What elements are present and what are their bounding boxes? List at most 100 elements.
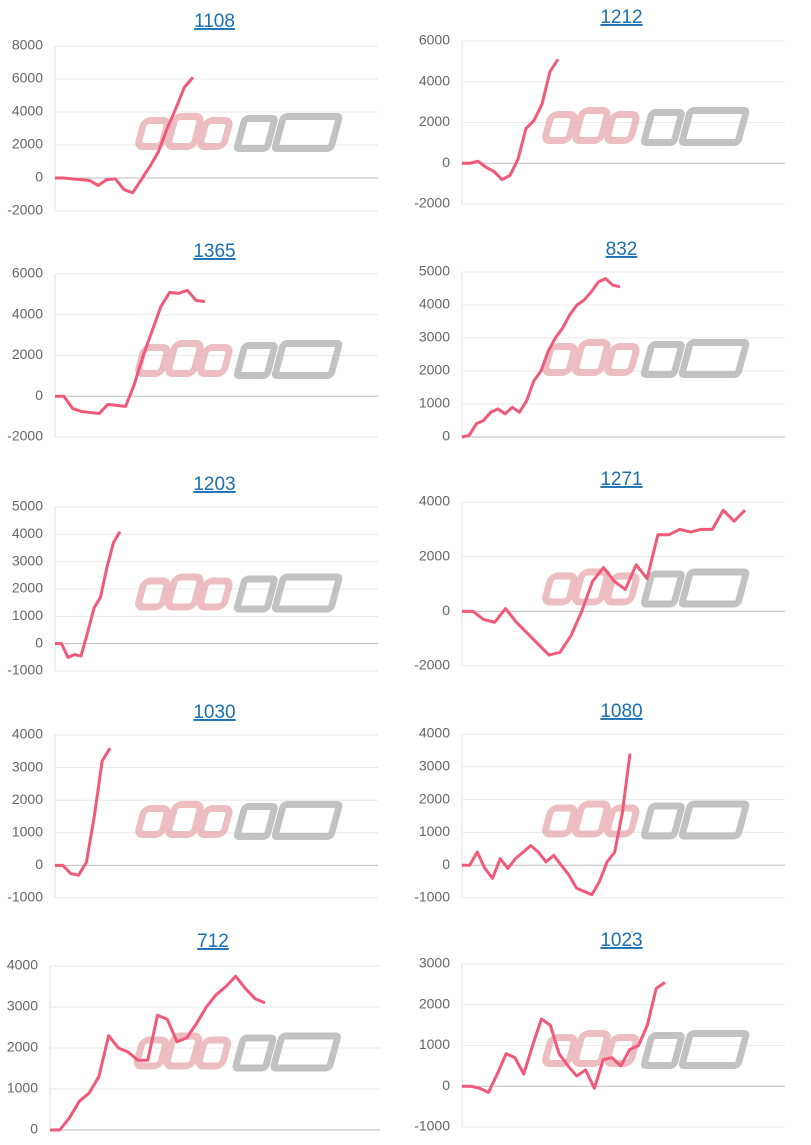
chart-title[interactable]: 1212 <box>600 7 642 28</box>
watermark-shape <box>197 344 233 377</box>
y-tick-label: -2000 <box>414 195 450 211</box>
watermark-shape <box>604 572 640 606</box>
y-tick-label: 3000 <box>12 758 43 774</box>
y-tick-label: -1000 <box>414 889 450 905</box>
y-tick-label: -2000 <box>7 202 43 218</box>
y-tick-label: -1000 <box>414 1118 450 1134</box>
chart-panel: 1203 -1000 0 1000 2000 3000 4000 5000 <box>7 474 378 678</box>
watermark-shape <box>232 1034 277 1072</box>
y-tick-label: 8000 <box>12 37 43 53</box>
watermark-shape <box>233 803 278 840</box>
watermark-shape <box>271 801 343 840</box>
y-tick-label: 1000 <box>12 607 43 623</box>
chart-panel: 832 0 1000 2000 3000 4000 5000 <box>419 239 785 444</box>
chart-title[interactable]: 1030 <box>193 702 235 723</box>
data-line <box>55 76 195 195</box>
watermark-shape <box>678 339 750 378</box>
y-tick-label: 2000 <box>12 346 43 362</box>
watermark-shape <box>165 573 204 611</box>
watermark-shape <box>271 113 343 152</box>
watermark-shape <box>640 109 685 146</box>
data-line <box>462 508 747 657</box>
data-line <box>55 288 206 416</box>
y-tick-label: -1000 <box>7 662 43 678</box>
y-tick-label: 2000 <box>12 580 43 596</box>
y-tick-label: 1000 <box>7 1080 38 1096</box>
watermark-shape <box>678 568 750 608</box>
chart-title[interactable]: 1108 <box>194 11 235 32</box>
chart-title[interactable]: 1203 <box>193 474 235 495</box>
watermark-shape <box>165 340 204 377</box>
chart-title[interactable]: 1365 <box>193 241 235 262</box>
data-line <box>55 747 112 877</box>
watermark-shape <box>604 111 640 144</box>
watermark-shape <box>542 343 578 376</box>
y-tick-label: 0 <box>30 1121 38 1137</box>
y-tick-label: 2000 <box>419 362 450 378</box>
data-line <box>55 530 122 659</box>
y-tick-label: 0 <box>442 856 450 872</box>
y-tick-label: 4000 <box>12 305 43 321</box>
watermark <box>135 340 343 379</box>
chart-title[interactable]: 1080 <box>600 701 642 722</box>
chart-panel: 1108 -2000 0 2000 4000 6000 8000 <box>7 11 378 218</box>
watermark <box>135 573 343 613</box>
y-tick-label: 4000 <box>7 957 38 973</box>
watermark-shape <box>233 342 278 379</box>
chart-title[interactable]: 1271 <box>600 469 642 490</box>
y-tick-label: 3000 <box>7 998 38 1014</box>
chart-panel: 1271 -2000 0 2000 4000 <box>414 469 785 673</box>
watermark-shape <box>640 570 685 608</box>
chart-panel: 1030 -1000 0 1000 2000 3000 4000 <box>7 702 378 905</box>
y-tick-label: 3000 <box>419 955 450 971</box>
watermark <box>542 107 750 146</box>
y-tick-label: 4000 <box>419 296 450 312</box>
data-line <box>461 277 621 439</box>
y-tick-label: 6000 <box>12 265 43 281</box>
y-tick-label: 0 <box>35 634 43 650</box>
y-tick-label: 1000 <box>419 823 450 839</box>
data-line <box>462 753 632 897</box>
y-tick-label: 4000 <box>419 493 450 509</box>
y-tick-label: 4000 <box>12 525 43 541</box>
watermark-shape <box>542 804 578 838</box>
watermark-shape <box>270 1032 341 1072</box>
y-tick-label: 3000 <box>419 758 450 774</box>
y-tick-label: 1000 <box>419 395 450 411</box>
watermark <box>542 568 750 608</box>
chart-panel: 1080 -1000 0 1000 2000 3000 4000 <box>414 701 785 905</box>
watermark-shape <box>572 1030 611 1067</box>
chart-title[interactable]: 832 <box>606 239 638 260</box>
y-tick-label: 2000 <box>419 995 450 1011</box>
watermark-shape <box>165 801 204 838</box>
watermark-shape <box>542 572 578 606</box>
y-tick-label: 2000 <box>12 136 43 152</box>
watermark-shape <box>572 339 611 376</box>
watermark-shape <box>640 341 685 378</box>
watermark-shape <box>542 111 578 144</box>
watermark <box>542 339 750 378</box>
watermark-shape <box>572 107 611 144</box>
data-line <box>462 58 560 182</box>
y-tick-label: 1000 <box>419 1036 450 1052</box>
y-tick-label: 4000 <box>419 725 450 741</box>
y-tick-label: -2000 <box>414 657 450 673</box>
watermark <box>133 1032 341 1072</box>
y-tick-label: 2000 <box>419 790 450 806</box>
y-tick-label: 0 <box>442 602 450 618</box>
watermark <box>135 113 343 152</box>
chart-title[interactable]: 1023 <box>600 930 642 951</box>
watermark-shape <box>678 107 750 146</box>
watermark-shape <box>542 1034 578 1067</box>
watermark-shape <box>197 117 233 150</box>
watermark-shape <box>604 343 640 376</box>
watermark-shape <box>640 802 685 840</box>
y-tick-label: 4000 <box>12 726 43 742</box>
watermark-shape <box>165 113 204 150</box>
watermark-shape <box>133 1036 170 1070</box>
watermark-shape <box>233 115 278 152</box>
watermark-shape <box>135 805 171 838</box>
y-tick-label: -2000 <box>7 428 43 444</box>
chart-title[interactable]: 712 <box>197 931 229 952</box>
